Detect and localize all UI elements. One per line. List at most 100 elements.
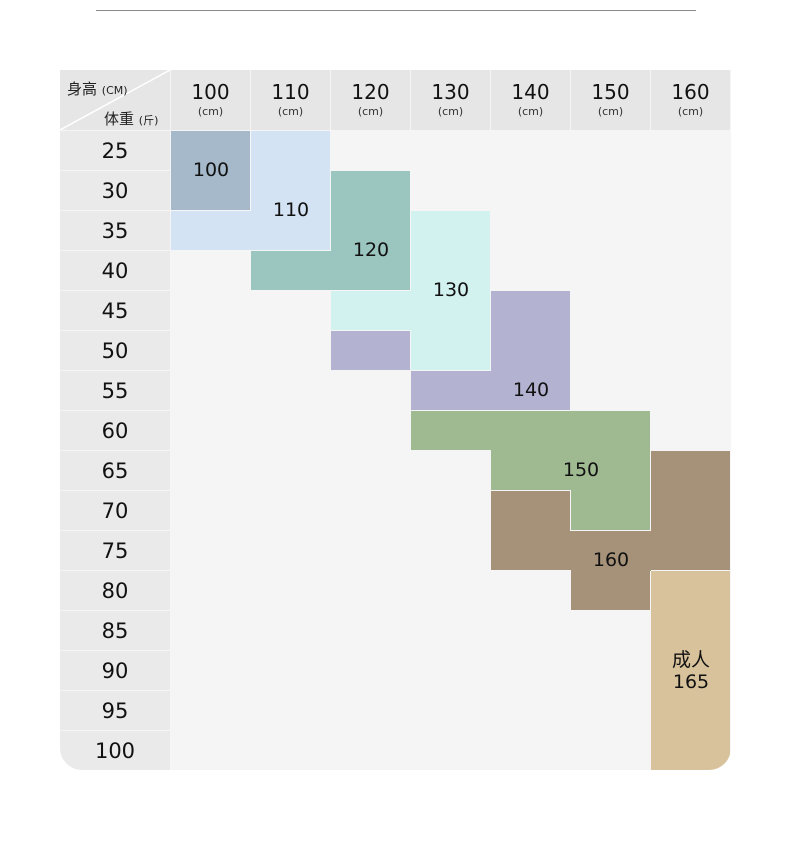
grid-cell [651,171,730,210]
size-140-cell [491,371,570,410]
corner-height-label: 身高 (CM) [67,80,128,98]
size-120-cell [331,251,410,290]
grid-cell [571,611,650,650]
corner-weight-label: 体重 (斤) [104,110,159,128]
grid-cell [571,171,650,210]
grid-cell [251,491,330,530]
grid-cell [171,491,250,530]
size-160-label: 160 [592,549,630,571]
size-140-cell [411,371,491,410]
size-110-cell [171,211,251,250]
grid-cell [651,291,730,330]
height-unit: (cm) [517,105,544,118]
size-150-cell [571,491,650,530]
grid-cell [251,611,330,650]
weight-row-label: 100 [60,731,170,770]
grid-cell [491,131,570,170]
height-unit: (cm) [437,105,464,118]
grid-cell [491,651,570,690]
weight-row-label: 65 [60,451,170,490]
size-130-cell [411,211,490,251]
grid-cell [651,251,730,290]
grid-cell [251,411,330,450]
grid-cell [331,531,410,570]
size-130-cell [411,331,490,370]
grid-cell [571,131,650,170]
size-110-cell [251,171,330,211]
size-160-cell [491,531,571,570]
grid-cell [491,571,570,610]
grid-cell [651,411,730,450]
height-column-header: 120 (cm) [331,70,410,130]
grid-cell [491,731,570,770]
grid-cell [651,371,730,410]
size-150-cell [411,411,491,450]
grid-cell [411,691,490,730]
weight-row-label: 95 [60,691,170,730]
size-110-cell [251,211,330,250]
grid-cell [171,611,250,650]
height-column-header: 160 (cm) [651,70,730,130]
grid-cell [251,691,330,730]
grid-cell [171,731,250,770]
grid-cell [171,651,250,690]
grid-cell [171,571,250,610]
size-150-cell [491,411,571,451]
grid-cell [171,411,250,450]
size-150-cell [571,451,650,491]
height-value: 110 [271,80,310,104]
height-column-header: 130 (cm) [411,70,490,130]
grid-cell [411,571,490,610]
height-unit: (cm) [677,105,704,118]
grid-cell [571,371,650,410]
grid-cell [251,651,330,690]
grid-cell [331,371,410,410]
weight-row-label: 80 [60,571,170,610]
height-column-header: 140 (cm) [491,70,570,130]
grid-cell [251,371,330,410]
grid-cell [651,131,730,170]
grid-cell [331,411,410,450]
adult-size-value: 165 [672,671,710,693]
size-160-cell [651,451,730,491]
grid-cell [411,611,490,650]
grid-cell [171,371,250,410]
grid-cell [491,251,570,290]
height-value: 140 [511,80,550,104]
grid-cell [331,731,410,770]
size-120-cell [331,171,410,211]
grid-cell [491,211,570,250]
height-value: 130 [431,80,470,104]
top-divider [96,10,696,11]
size-140-cell [491,331,570,371]
height-column-header: 150 (cm) [571,70,650,130]
grid-cell [171,331,250,370]
grid-cell [491,611,570,650]
grid-cell [411,531,490,570]
grid-cell [251,571,330,610]
size-165-cell [651,691,730,731]
size-140-cell [331,331,410,370]
weight-row-label: 50 [60,331,170,370]
weight-row-label: 55 [60,371,170,410]
grid-cell [411,651,490,690]
height-value: 150 [591,80,630,104]
grid-cell [571,691,650,730]
grid-cell [571,731,650,770]
grid-cell [251,291,330,330]
weight-row-label: 60 [60,411,170,450]
grid-cell [571,251,650,290]
adult-prefix: 成人 [671,649,710,671]
size-165-cell [651,571,730,611]
grid-cell [411,731,490,770]
grid-cell [491,171,570,210]
weight-row-label: 25 [60,131,170,170]
size-130-cell [411,291,490,331]
grid-cell [571,331,650,370]
grid-cell [651,331,730,370]
size-100-cell [171,171,250,210]
grid-cell [571,211,650,250]
size-100-label: 100 [192,159,230,181]
height-value: 160 [671,80,710,104]
size-160-cell [571,531,651,571]
